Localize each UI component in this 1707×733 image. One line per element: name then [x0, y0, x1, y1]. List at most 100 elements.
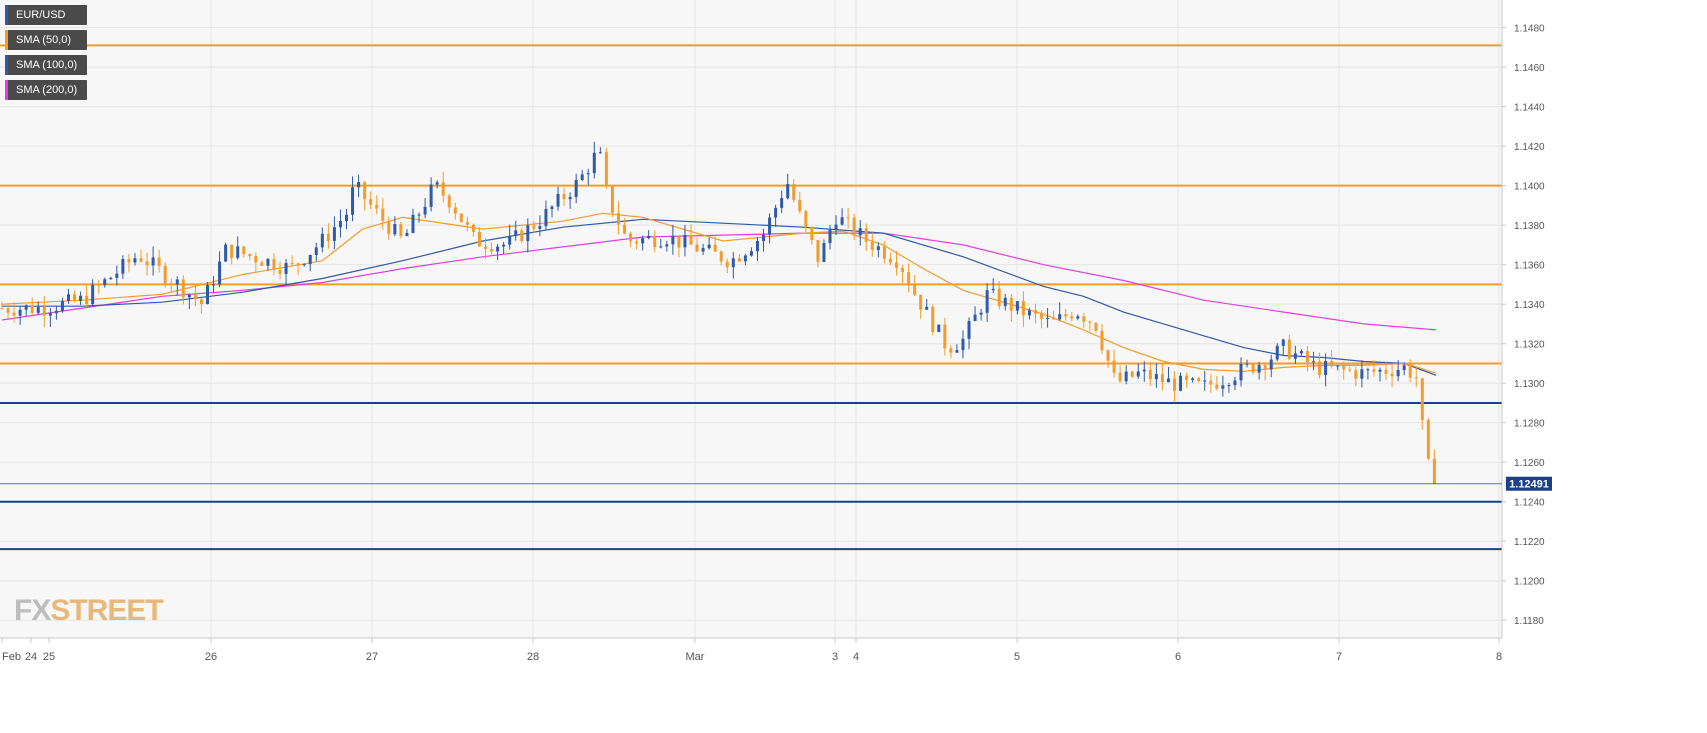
- candle-body: [1372, 369, 1376, 372]
- x-tick-label: 3: [832, 651, 838, 663]
- candle-body: [1366, 369, 1370, 371]
- support-resistance-levels: [0, 44, 1502, 551]
- legend-label: SMA (50,0): [16, 34, 72, 46]
- candle-body: [514, 230, 518, 236]
- candle-body: [12, 312, 16, 316]
- legend-color-swatch: [5, 5, 8, 25]
- candle-body: [157, 257, 161, 266]
- fxstreet-logo: FXSTREET: [14, 594, 164, 628]
- candle-body: [193, 294, 197, 300]
- legend-item-sma-200[interactable]: SMA (200,0): [5, 80, 88, 100]
- candle-body: [1215, 384, 1219, 389]
- candle-body: [224, 244, 228, 262]
- candle-body: [979, 312, 983, 315]
- candle-body: [991, 288, 995, 291]
- candle-body: [302, 264, 306, 266]
- candle-body: [1076, 316, 1080, 319]
- candle-body: [1100, 330, 1104, 351]
- candle-body: [1021, 301, 1025, 316]
- candle-body: [212, 284, 216, 286]
- candle-body: [381, 208, 385, 221]
- legend-item-sma-100[interactable]: SMA (100,0): [5, 55, 88, 75]
- y-tick-label: 1.1200: [1514, 577, 1545, 588]
- candle-body: [405, 232, 409, 237]
- candle-body: [1251, 363, 1255, 373]
- candle-body: [308, 254, 312, 265]
- candle-body: [393, 224, 397, 235]
- candle-body: [1118, 372, 1122, 382]
- candle-body: [230, 244, 234, 258]
- legend-item-eurusd[interactable]: EUR/USD: [5, 5, 88, 25]
- candle-body: [1203, 380, 1207, 382]
- candle-body: [1390, 373, 1394, 377]
- candle-body: [1088, 321, 1092, 323]
- candle-body: [635, 241, 639, 244]
- candle-body: [218, 261, 222, 285]
- candle-body: [973, 314, 977, 322]
- candle-body: [1173, 378, 1177, 391]
- y-tick-label: 1.1420: [1514, 142, 1545, 153]
- legend-label: SMA (200,0): [16, 84, 78, 96]
- candle-body: [1420, 378, 1424, 420]
- candle-body: [42, 307, 46, 316]
- candle-body: [1040, 313, 1044, 319]
- candle-body: [1402, 365, 1406, 370]
- legend-item-sma-50[interactable]: SMA (50,0): [5, 30, 88, 50]
- candle-body: [91, 284, 95, 305]
- candle-body: [1142, 369, 1146, 372]
- candle-body: [586, 173, 590, 175]
- candle-body: [502, 244, 506, 247]
- candle-body: [719, 251, 723, 262]
- candle-body: [876, 246, 880, 250]
- candle-body: [568, 196, 572, 200]
- logo-part-fx: FX: [14, 594, 51, 627]
- candle-body: [453, 207, 457, 214]
- candle-body: [181, 279, 185, 298]
- candle-body: [411, 214, 415, 233]
- y-tick-label: 1.1280: [1514, 419, 1545, 430]
- candle-body: [435, 182, 439, 185]
- candle-body: [73, 294, 77, 301]
- y-tick-label: 1.1180: [1514, 616, 1544, 627]
- y-tick-label: 1.1260: [1514, 458, 1545, 469]
- candle-body: [121, 259, 125, 274]
- candle-body: [526, 225, 530, 242]
- candle-body: [1263, 365, 1267, 370]
- candle-body: [1305, 351, 1309, 363]
- plot-background: [0, 0, 1502, 638]
- candle-body: [580, 174, 584, 180]
- candle-body: [985, 290, 989, 313]
- candle-body: [774, 207, 778, 218]
- candle-body: [701, 248, 705, 252]
- candle-body: [1209, 380, 1213, 385]
- candle-body: [320, 233, 324, 248]
- candle-body: [1354, 370, 1358, 379]
- candle-body: [1009, 297, 1013, 311]
- y-tick-label: 1.1480: [1514, 24, 1545, 35]
- candle-body: [496, 246, 500, 252]
- candle-body: [780, 198, 784, 208]
- candle-body: [610, 186, 614, 213]
- x-tick-label: 24: [25, 651, 37, 663]
- candle-body: [1293, 353, 1297, 359]
- candle-body: [755, 241, 759, 252]
- candle-body: [97, 284, 101, 286]
- candle-body: [1342, 365, 1346, 370]
- candle-body: [103, 279, 107, 285]
- candle-body: [48, 313, 52, 316]
- candle-body: [484, 246, 488, 249]
- candle-body: [363, 182, 367, 200]
- indicator-legend: EUR/USD SMA (50,0) SMA (100,0) SMA (200,…: [5, 5, 88, 105]
- candle-body: [1233, 380, 1237, 386]
- candle-body: [852, 217, 856, 236]
- candle-body: [375, 204, 379, 209]
- logo-part-street: STREET: [50, 594, 163, 627]
- candle-body: [641, 238, 645, 244]
- candle-body: [351, 187, 355, 215]
- candle-body: [840, 217, 844, 225]
- candle-body: [36, 307, 40, 313]
- candle-body: [725, 261, 729, 268]
- candle-body: [24, 305, 28, 310]
